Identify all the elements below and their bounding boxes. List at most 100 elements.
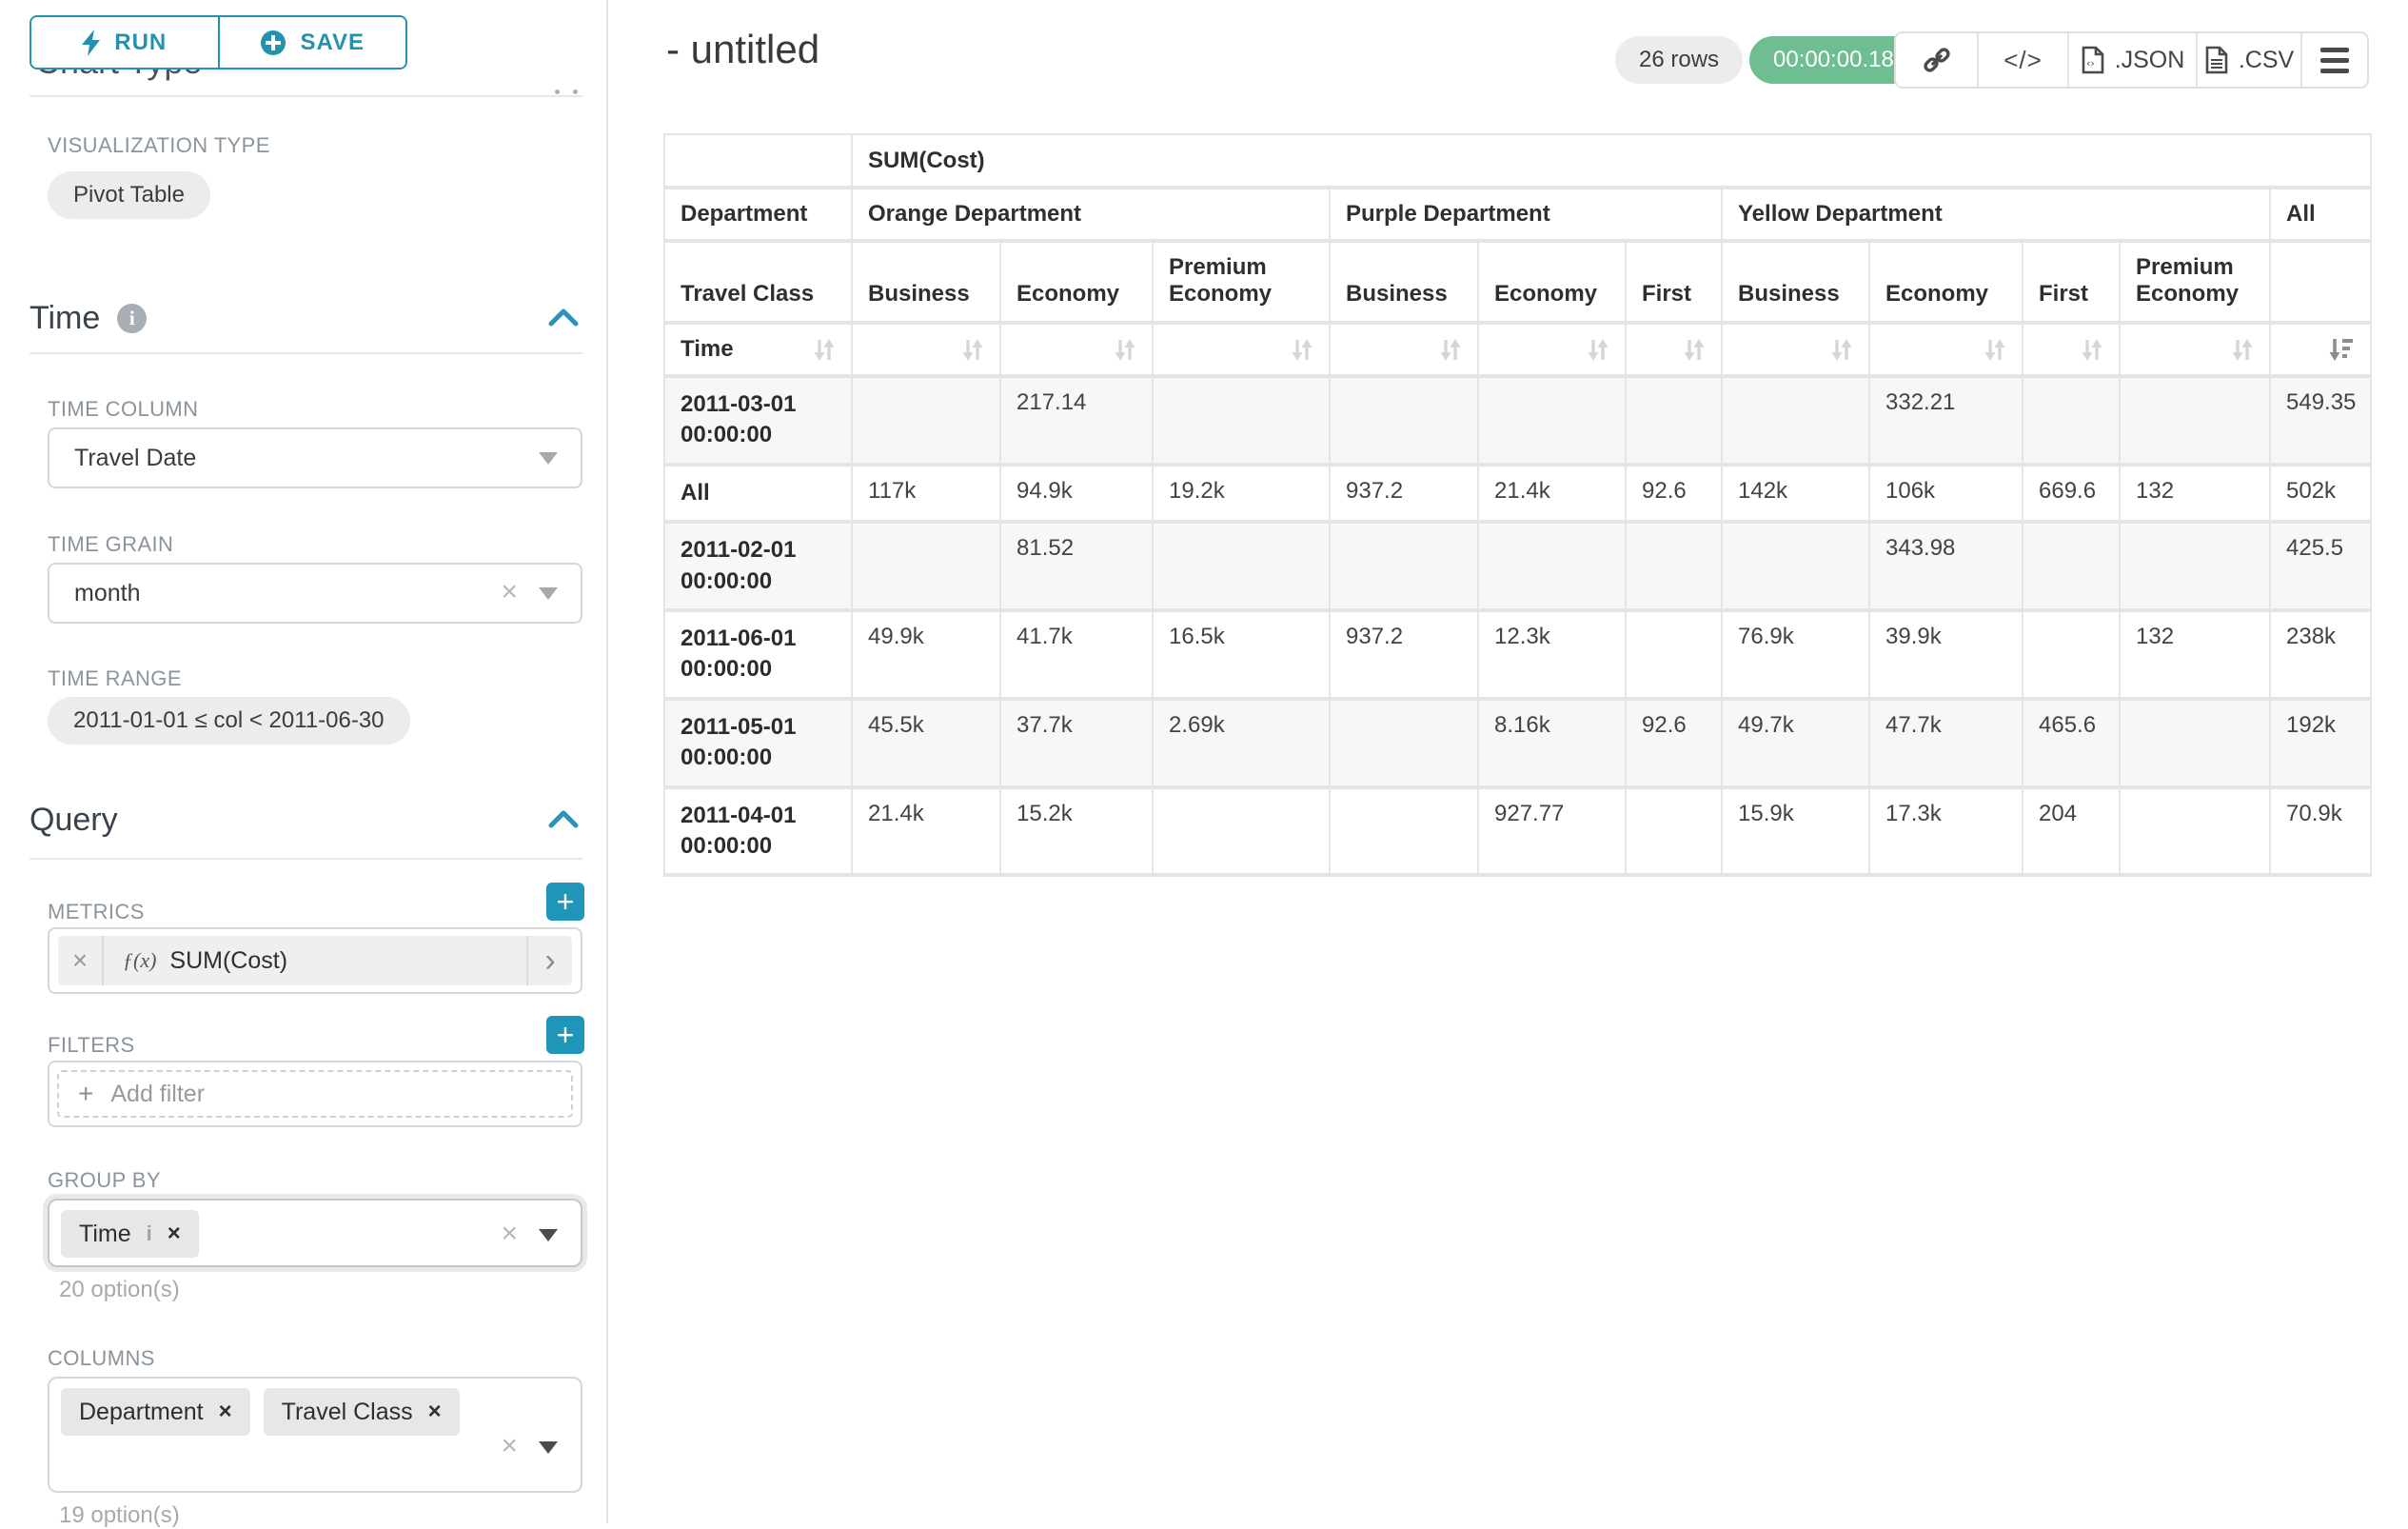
sort-header-cell[interactable] (1331, 325, 1479, 378)
sort-icon (1684, 338, 1705, 361)
pivot-cell: 669.6 (2023, 466, 2121, 525)
run-button[interactable]: RUN (31, 17, 218, 68)
sort-header-cell[interactable] (853, 325, 1001, 378)
pivot-cell: 2.69k (1154, 700, 1331, 789)
add-filter-button[interactable]: + (546, 1016, 584, 1054)
sort-icon (1440, 338, 1461, 361)
sort-icon (1984, 338, 2005, 361)
pivot-data-row: 2011-03-01 00:00:00 217.14 332.21 549.35 (665, 378, 2373, 467)
save-button[interactable]: SAVE (217, 17, 405, 68)
caret-down-icon (539, 1441, 558, 1454)
pivot-cell (1331, 788, 1479, 878)
pivot-class-header: Business (1331, 243, 1479, 325)
sort-icon (2082, 338, 2102, 361)
sort-icon (1115, 338, 1135, 361)
pivot-cell (1154, 788, 1331, 878)
share-link-button[interactable] (1896, 33, 1977, 87)
sort-header-cell[interactable] (2023, 325, 2121, 378)
clear-icon[interactable]: × (501, 1429, 518, 1461)
add-metric-button[interactable]: + (546, 883, 584, 921)
sort-header-cell[interactable] (1001, 325, 1154, 378)
columns-label: COLUMNS (48, 1346, 155, 1370)
time-column-select[interactable]: Travel Date (48, 427, 582, 488)
column-info-icon: i (146, 1221, 152, 1245)
pivot-cell (1479, 524, 1627, 612)
pivot-cell (1723, 378, 1870, 467)
sort-header-cell[interactable] (1154, 325, 1331, 378)
pivot-cell (1627, 524, 1723, 612)
pivot-cell: 425.5 (2271, 524, 2373, 612)
clear-icon[interactable]: × (501, 1217, 518, 1249)
pivot-row-header: 2011-04-01 00:00:00 (665, 788, 853, 878)
pivot-class-header: Economy (1479, 243, 1627, 325)
pivot-row-header: 2011-03-01 00:00:00 (665, 378, 853, 467)
link-icon (1923, 48, 1950, 72)
pivot-cell: 15.2k (1001, 788, 1154, 878)
pivot-class-header (2271, 243, 2373, 325)
code-icon: </> (2003, 45, 2043, 74)
chevron-up-icon[interactable] (548, 307, 579, 328)
section-divider (30, 352, 582, 354)
pivot-cell (1627, 611, 1723, 701)
section-divider (30, 858, 582, 860)
add-filter-placeholder: Add filter (110, 1080, 206, 1107)
pivot-cell (2121, 378, 2271, 467)
pivot-cell: 92.6 (1627, 466, 1723, 525)
pivot-class-header: Economy (1001, 243, 1154, 325)
export-csv-button[interactable]: .CSV (2196, 33, 2300, 87)
sort-header-cell[interactable] (2271, 325, 2373, 378)
info-icon[interactable]: i (117, 304, 148, 333)
visualization-type-pill[interactable]: Pivot Table (48, 171, 210, 219)
pivot-colgroup-header: Yellow Department (1723, 189, 2271, 243)
more-options-button[interactable] (2300, 33, 2367, 87)
drag-handle-dots[interactable] (555, 89, 578, 94)
caret-down-icon (539, 1229, 558, 1241)
sort-header-cell[interactable] (1479, 325, 1627, 378)
pivot-cell (1627, 378, 1723, 467)
group-by-select[interactable]: Time i × × (48, 1199, 582, 1267)
remove-token-icon[interactable]: × (167, 1221, 181, 1246)
chevron-up-icon[interactable] (548, 808, 579, 829)
menu-icon (2320, 47, 2349, 73)
columns-token-travel-class[interactable]: Travel Class × (263, 1388, 460, 1436)
sort-header-cell[interactable] (2121, 325, 2271, 378)
pivot-cell: 49.9k (853, 611, 1001, 701)
panel-divider[interactable] (606, 0, 608, 1523)
columns-token-department[interactable]: Department × (61, 1388, 250, 1436)
sort-icon (1831, 338, 1852, 361)
time-grain-select[interactable]: month × (48, 563, 582, 624)
chevron-right-icon[interactable]: › (526, 936, 572, 985)
pivot-data-row: 2011-04-01 00:00:00 21.4k 15.2k 927.77 15.9k… (665, 788, 2373, 878)
pivot-cell: 142k (1723, 466, 1870, 525)
sort-header-cell[interactable] (1870, 325, 2023, 378)
pivot-cell: 21.4k (1479, 466, 1627, 525)
pivot-cell (1331, 700, 1479, 789)
save-button-label: SAVE (300, 29, 365, 55)
pivot-cell (2023, 611, 2121, 701)
sort-desc-icon (2329, 338, 2354, 361)
add-filter-dropzone[interactable]: + Add filter (57, 1070, 573, 1118)
filters-label: FILTERS (48, 1033, 135, 1057)
view-query-button[interactable]: </> (1977, 33, 2067, 87)
columns-select[interactable]: Department × Travel Class × × (48, 1377, 582, 1493)
results-toolbar: </> ‹› .JSON .CSV (1894, 31, 2369, 89)
export-json-button[interactable]: ‹› .JSON (2067, 33, 2196, 87)
row-count-badge: 26 rows (1615, 36, 1744, 84)
chart-title[interactable]: - untitled (666, 27, 820, 71)
metric-pill[interactable]: × ƒ(x) SUM(Cost) › (58, 936, 572, 985)
sort-header-cell[interactable]: Time (665, 325, 853, 378)
pivot-data-row: 2011-05-01 00:00:00 45.5k 37.7k 2.69k 8.16k 9… (665, 700, 2373, 789)
group-by-token-time[interactable]: Time i × (61, 1210, 199, 1258)
time-range-pill[interactable]: 2011-01-01 ≤ col < 2011-06-30 (48, 697, 410, 745)
run-button-label: RUN (114, 29, 168, 55)
pivot-cell: 937.2 (1331, 466, 1479, 525)
sort-header-cell[interactable] (1723, 325, 1870, 378)
remove-token-icon[interactable]: × (218, 1399, 232, 1424)
pivot-cell (1479, 378, 1627, 467)
sort-header-cell[interactable] (1627, 325, 1723, 378)
remove-token-icon[interactable]: × (427, 1399, 442, 1424)
group-by-options-hint: 20 option(s) (59, 1277, 180, 1302)
clear-icon[interactable]: × (501, 575, 518, 607)
remove-metric-icon[interactable]: × (58, 936, 104, 985)
